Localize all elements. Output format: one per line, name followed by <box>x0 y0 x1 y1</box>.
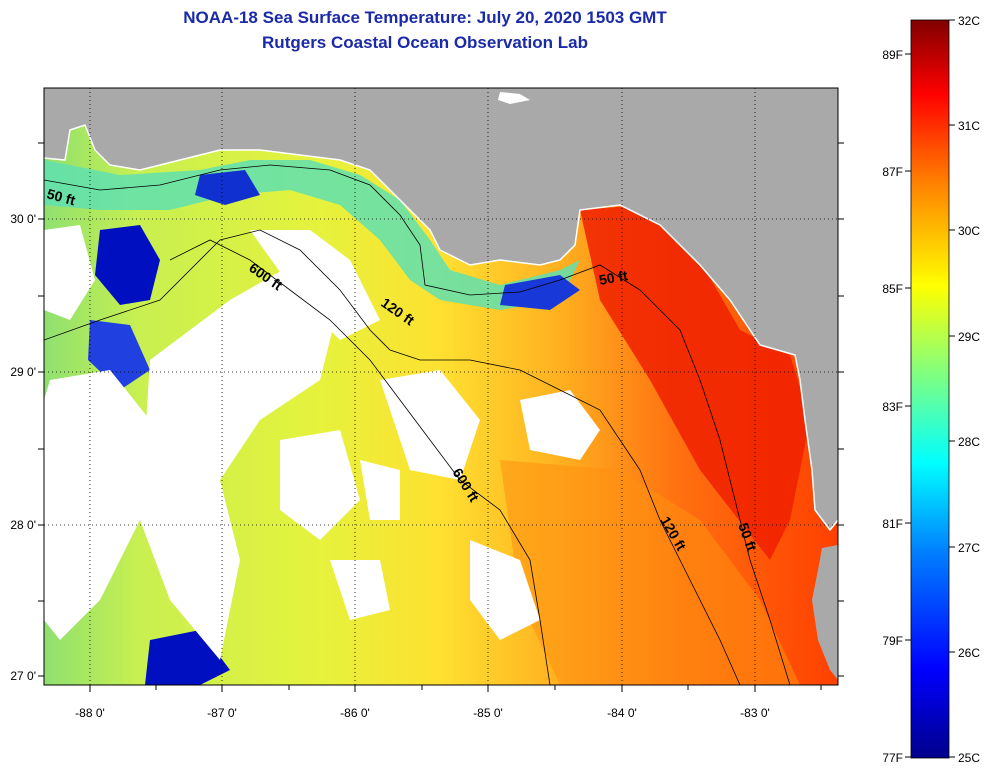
lat-tick-label: 29 0' <box>10 365 36 379</box>
cool-nearshore-band <box>44 160 580 310</box>
axis-ticks <box>38 142 844 692</box>
lon-tick-label: -84 0' <box>607 706 637 720</box>
contour-label: 50 ft <box>598 267 629 288</box>
map-title: NOAA-18 Sea Surface Temperature: July 20… <box>183 8 667 27</box>
cloud-mask <box>44 225 600 660</box>
cold-patch <box>500 275 580 310</box>
lat-tick-label: 30 0' <box>10 212 36 226</box>
cold-patch <box>95 225 160 305</box>
lon-tick-label: -87 0' <box>207 706 237 720</box>
lat-tick-label: 28 0' <box>10 518 36 532</box>
contour-label: 50 ft <box>45 185 77 208</box>
cold-patch <box>195 170 260 205</box>
mobile-bay-islands <box>498 92 530 104</box>
land-mass <box>44 88 838 530</box>
warm-coastal-band <box>580 205 810 560</box>
map-subtitle: Rutgers Coastal Ocean Observation Lab <box>262 33 588 52</box>
land-mass-florida-south <box>812 545 838 680</box>
map-frame <box>43 87 839 686</box>
depth-contours <box>44 164 791 685</box>
lon-tick-label: -83 0' <box>740 706 770 720</box>
lon-tick-label: -86 0' <box>340 706 370 720</box>
lat-tick-label: 27 0' <box>10 669 36 683</box>
graticule <box>44 88 838 685</box>
orange-offshore-band <box>500 460 800 685</box>
coastline <box>44 124 838 532</box>
lon-tick-label: -88 0' <box>75 706 105 720</box>
lon-tick-label: -85 0' <box>473 706 503 720</box>
